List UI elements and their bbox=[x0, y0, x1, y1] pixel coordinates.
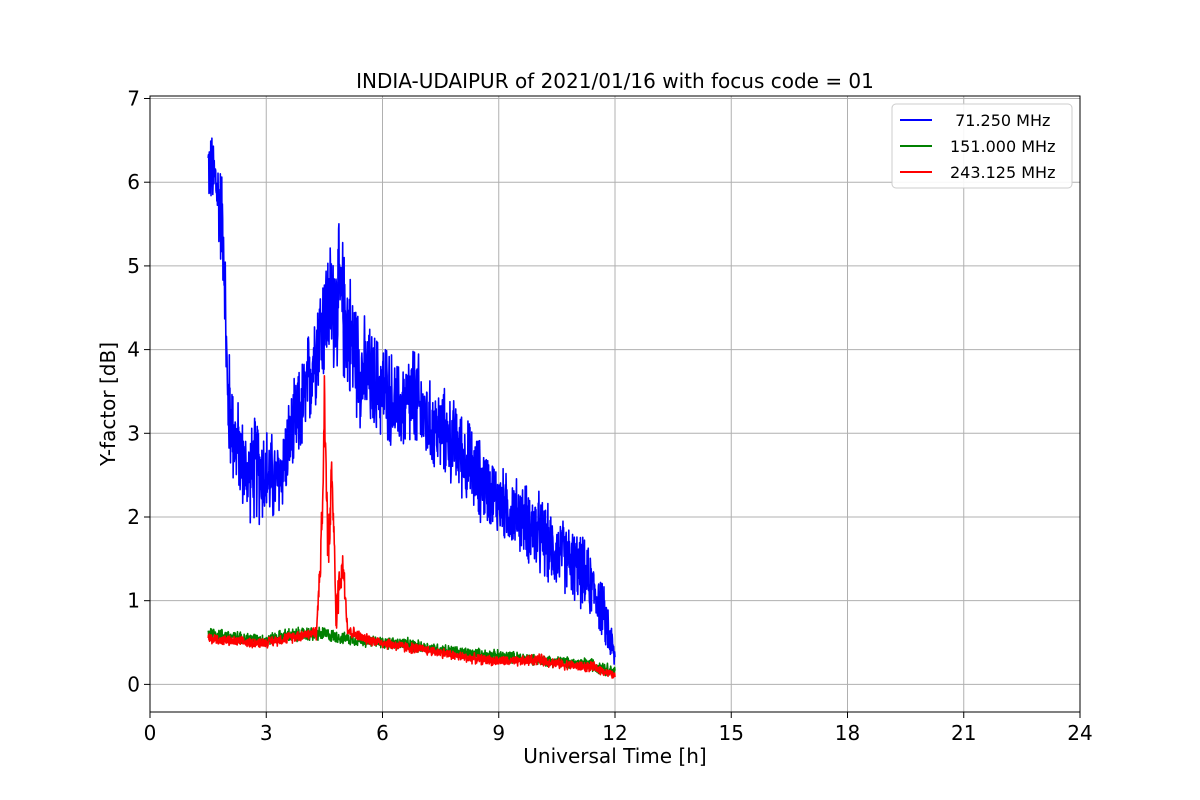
x-tick-label-7: 21 bbox=[951, 721, 976, 745]
y-tick-label-0: 0 bbox=[127, 672, 140, 696]
y-tick-label-7: 7 bbox=[127, 87, 140, 111]
legend-box bbox=[891, 103, 1073, 189]
y-axis: 0 1 2 3 4 5 6 7 bbox=[127, 87, 150, 696]
legend-label-1: 151.000 MHz bbox=[950, 137, 1055, 156]
x-tick-label-6: 18 bbox=[835, 721, 860, 745]
y-tick-label-2: 2 bbox=[127, 505, 140, 529]
legend: 71.250 MHz 151.000 MHz 243.125 MHz bbox=[891, 103, 1073, 189]
x-tick-label-4: 12 bbox=[602, 721, 627, 745]
x-tick-label-3: 9 bbox=[492, 721, 505, 745]
y-tick-label-6: 6 bbox=[127, 170, 140, 194]
x-tick-label-0: 0 bbox=[144, 721, 157, 745]
chart-title: INDIA-UDAIPUR of 2021/01/16 with focus c… bbox=[356, 69, 874, 93]
legend-label-2: 243.125 MHz bbox=[950, 163, 1055, 182]
y-tick-label-5: 5 bbox=[127, 254, 140, 278]
y-tick-label-4: 4 bbox=[127, 338, 140, 362]
x-axis-label: Universal Time [h] bbox=[523, 744, 706, 768]
y-axis-label: Y-factor [dB] bbox=[96, 342, 120, 467]
series-line-2 bbox=[207, 374, 616, 679]
plot-area bbox=[207, 137, 616, 679]
y-tick-label-3: 3 bbox=[127, 421, 140, 445]
x-tick-label-8: 24 bbox=[1067, 721, 1092, 745]
legend-label-0: 71.250 MHz bbox=[950, 111, 1050, 130]
x-tick-label-1: 3 bbox=[260, 721, 273, 745]
x-tick-label-5: 15 bbox=[719, 721, 744, 745]
x-axis: 0 3 6 9 12 15 18 21 24 bbox=[144, 712, 1093, 745]
series-line-0 bbox=[207, 137, 616, 665]
x-tick-label-2: 6 bbox=[376, 721, 389, 745]
y-tick-label-1: 1 bbox=[127, 589, 140, 613]
